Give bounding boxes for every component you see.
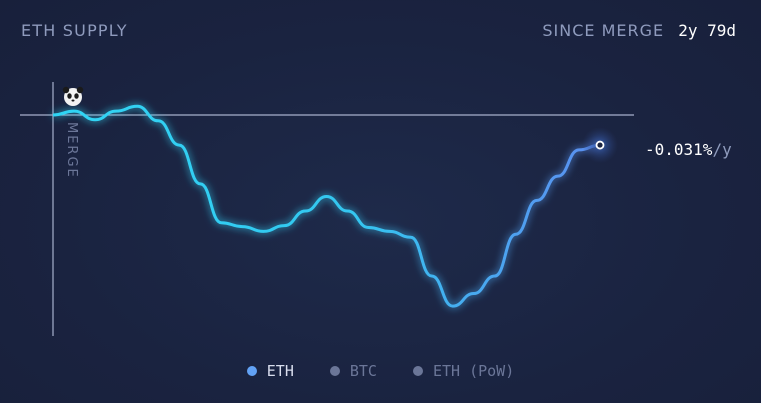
eth-dot-icon xyxy=(246,366,257,376)
merge-label: MERGE xyxy=(64,122,79,179)
eth-supply-line xyxy=(52,104,601,308)
current-point[interactable] xyxy=(595,140,605,150)
legend-item-eth-pow[interactable]: ETH (PoW) xyxy=(412,362,515,380)
panel-title: ETH SUPPLY xyxy=(21,21,128,40)
legend-item-eth[interactable]: ETH xyxy=(246,362,294,380)
legend-label-btc: BTC xyxy=(349,362,377,380)
legend-label-eth: ETH xyxy=(266,362,294,380)
current-rate: -0.031%/y xyxy=(645,140,732,159)
legend-label-eth-pow: ETH (PoW) xyxy=(432,362,515,380)
legend: ETH BTC ETH (PoW) xyxy=(0,362,761,380)
since-merge: SINCE MERGE 2y 79d xyxy=(542,21,736,40)
rate-value: -0.031% xyxy=(645,140,713,159)
btc-dot-icon xyxy=(329,366,340,376)
since-merge-label: SINCE MERGE xyxy=(542,21,665,40)
rate-unit: /y xyxy=(712,140,732,159)
eth-pow-dot-icon xyxy=(412,366,423,376)
legend-item-btc[interactable]: BTC xyxy=(329,362,377,380)
since-merge-value: 2y 79d xyxy=(678,21,736,40)
panda-icon xyxy=(62,86,84,106)
